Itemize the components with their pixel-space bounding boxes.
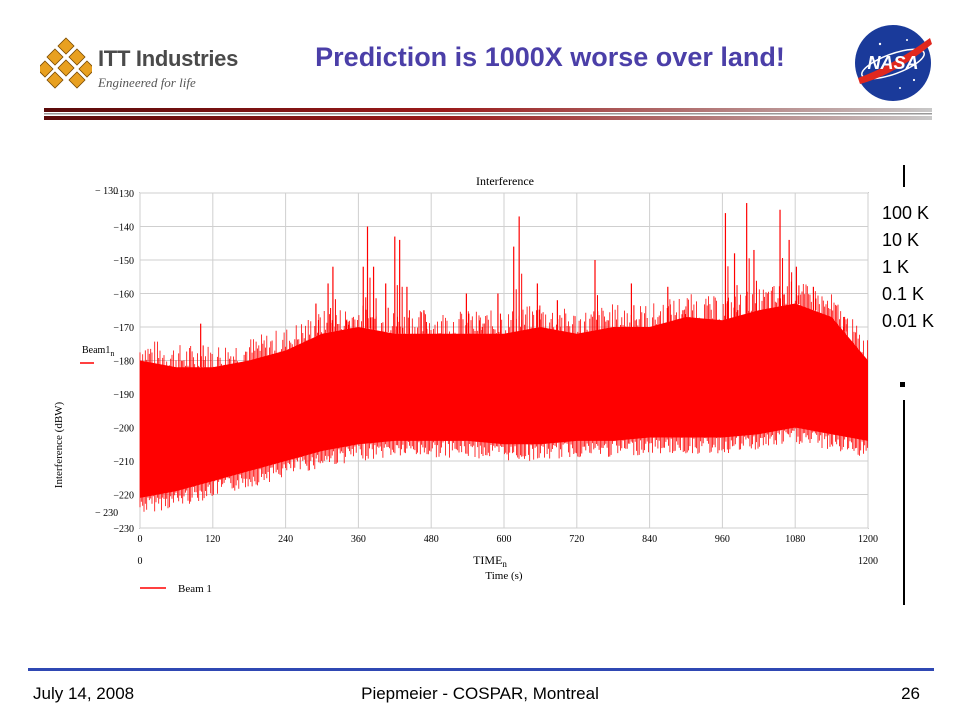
y-tick-label: −210 [113, 457, 134, 468]
y-min-label: − 230 [95, 508, 118, 519]
annotation-line-bottom [903, 400, 905, 605]
x-tick-label: 1080 [785, 534, 805, 545]
y-tick-label: −190 [113, 390, 134, 401]
y-tick-label: −230 [113, 524, 134, 535]
x-tick-label: 360 [351, 534, 366, 545]
annotation-marker [900, 382, 905, 387]
itt-diamond-logo-icon [40, 37, 92, 89]
x-tick-label: 600 [497, 534, 512, 545]
y-tick-label: −130 [113, 189, 134, 200]
y-tick-label: −200 [113, 424, 134, 435]
annotation-line-top [903, 165, 905, 187]
series-beam-1-trace [139, 281, 868, 512]
x-tick-label: 480 [424, 534, 439, 545]
y-axis-title: Interference (dBW) [53, 401, 65, 488]
chart-title: Interference [476, 174, 534, 188]
slide-title: Prediction is 1000X worse over land! [315, 42, 785, 72]
x-tick-label: 720 [569, 534, 584, 545]
page-number: 26 [901, 684, 920, 703]
header-rule [44, 108, 932, 120]
y-tick-label: −140 [113, 223, 134, 234]
itt-tagline: Engineered for life [98, 75, 196, 90]
x-max-label: 1200 [858, 556, 878, 567]
y-tick-label: −220 [113, 491, 134, 502]
nasa-logo-text: NASA [867, 53, 918, 73]
x-axis-title: TIMEn [473, 553, 507, 569]
x-tick-label: 0 [138, 534, 143, 545]
y-tick-label: −160 [113, 290, 134, 301]
y-tick-label: −150 [113, 256, 134, 267]
x-min-label: 0 [138, 556, 143, 567]
level-10k: 10 K [882, 230, 920, 250]
interference-chart-svg: −130 −140 −150 −160 −170 −180 −190 −200 −210 −220… [53, 174, 878, 595]
legend-label-beam-1: Beam 1 [178, 583, 212, 595]
temperature-levels: 100 K 10 K 1 K 0.1 K 0.01 K [882, 200, 934, 335]
level-0-01k: 0.01 K [882, 311, 935, 331]
footer-rule [28, 668, 934, 671]
x-tick-label: 120 [205, 534, 220, 545]
level-100k: 100 K [882, 203, 930, 223]
level-1k: 1 K [882, 257, 910, 277]
interference-chart: −130 −140 −150 −160 −170 −180 −190 −200 −210 −220… [40, 160, 900, 610]
x-tick-label: 1200 [858, 534, 878, 545]
itt-company-name: ITT Industries [98, 46, 239, 71]
level-0-1k: 0.1 K [882, 284, 925, 304]
x-axis-subtitle: Time (s) [485, 570, 523, 582]
x-tick-label: 960 [715, 534, 730, 545]
y-tick-label: −170 [113, 323, 134, 334]
y-tick-label: −180 [113, 357, 134, 368]
footer-date: July 14, 2008 [33, 684, 135, 703]
x-tick-label: 240 [278, 534, 293, 545]
footer-center-text: Piepmeier - COSPAR, Montreal [361, 684, 599, 703]
itt-logo: ITT Industries Engineered for life [40, 36, 245, 96]
x-tick-label: 840 [642, 534, 657, 545]
nasa-meatball-logo-icon: NASA [855, 25, 932, 101]
y-max-label: − 130 [95, 186, 118, 197]
y-series-label: Beam1n [82, 345, 114, 358]
